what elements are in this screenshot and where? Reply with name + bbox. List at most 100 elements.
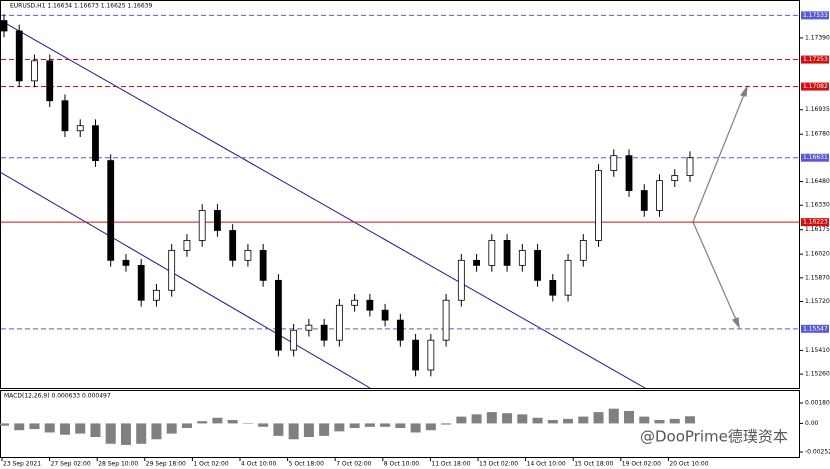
candle-body — [671, 175, 679, 182]
macd-bar — [166, 423, 177, 434]
candle-body — [534, 249, 541, 281]
candle-body — [229, 230, 237, 261]
level-label: 1.17253 — [803, 56, 828, 63]
candle-body — [92, 125, 99, 161]
candle-body — [15, 30, 23, 82]
candle-body — [381, 309, 389, 321]
arrow-up — [692, 91, 746, 223]
candle-body — [640, 190, 648, 211]
level-label: 1.16223 — [803, 219, 828, 226]
macd-bar — [14, 423, 25, 431]
candle-body — [396, 319, 404, 341]
x-tick-label: 14 Oct 10:00 — [527, 461, 566, 468]
candle-body — [457, 259, 465, 301]
candle-body — [351, 299, 359, 306]
macd-bar — [227, 420, 238, 424]
macd-bar — [349, 423, 360, 428]
candle-body — [320, 324, 328, 341]
chart-title: EURUSD,H1 1.16634 1.16673 1.16625 1.1663… — [10, 3, 152, 10]
candle-body — [686, 157, 694, 176]
macd-tick-label: 0.00 — [805, 420, 819, 427]
macd-bar — [364, 423, 375, 427]
x-tick-label: 7 Oct 02:00 — [336, 461, 371, 468]
macd-bar — [242, 423, 253, 424]
candle-body — [153, 289, 160, 301]
candle-body — [335, 304, 343, 341]
macd-bar — [44, 423, 55, 433]
macd-title: MACD(12,26,9) 0.000633 0.000497 — [4, 393, 111, 400]
level-box — [801, 11, 829, 20]
y-tick-label: 1.15870 — [805, 274, 830, 281]
macd-bar — [456, 416, 467, 424]
arrow-head — [739, 84, 748, 97]
x-tick-label: 11 Oct 18:00 — [431, 461, 470, 468]
macd-bar — [578, 416, 589, 424]
macd-bar — [258, 423, 269, 427]
x-tick-label: 28 Sep 10:00 — [98, 461, 138, 468]
watermark: @DooPrime德璞资本 — [640, 428, 788, 446]
macd-bar — [654, 420, 665, 424]
candle-body — [579, 240, 587, 261]
macd-bar — [532, 417, 543, 424]
candle-body — [244, 249, 252, 261]
macd-bar — [288, 423, 299, 440]
macd-bar — [624, 410, 635, 424]
y-tick-label: 1.17390 — [805, 34, 830, 41]
x-tick-label: 8 Oct 10:00 — [384, 461, 419, 468]
y-tick-label: 1.16935 — [805, 106, 830, 113]
candle-body — [412, 339, 420, 371]
channel — [0, 19, 646, 389]
candle-body — [488, 240, 496, 266]
candle-body — [274, 279, 282, 351]
macd-bar — [0, 423, 9, 426]
channel-line — [0, 171, 371, 389]
level-box — [801, 324, 829, 333]
candle-body — [564, 259, 572, 296]
candle-body — [76, 125, 84, 132]
macd-bar — [136, 423, 147, 444]
candle-body — [0, 20, 8, 32]
macd-bar — [105, 423, 116, 444]
macd-tick-label: -0.002524 — [805, 449, 830, 456]
level-box — [801, 153, 829, 162]
macd-bar — [639, 416, 650, 424]
macd-bar — [334, 423, 345, 432]
macd-tick-label: 0.001803 — [805, 400, 830, 407]
y-tick-label: 1.16480 — [805, 178, 830, 185]
y-tick-label: 1.16330 — [805, 202, 830, 209]
macd-bar — [685, 416, 695, 424]
level-label: 1.17533 — [803, 12, 828, 19]
macd-bar — [212, 417, 223, 424]
macd-bar — [181, 423, 192, 428]
x-tick-label: 20 Oct 10:00 — [669, 461, 708, 468]
macd-bar — [502, 413, 513, 424]
macd-bar — [563, 418, 574, 424]
level-label: 1.16631 — [803, 154, 828, 161]
y-tick-label: 1.16175 — [805, 226, 830, 233]
macd-bar — [197, 421, 208, 424]
candle-body — [610, 155, 618, 171]
y-tick-label: 1.16780 — [805, 131, 830, 138]
candle-body — [305, 324, 313, 331]
level-label: 1.17082 — [803, 83, 828, 90]
projection — [692, 84, 748, 329]
candle-body — [473, 259, 480, 266]
x-tick-label: 23 Sep 2021 — [3, 461, 41, 468]
candle-body — [183, 240, 191, 251]
y-tick-label: 1.15260 — [805, 371, 830, 378]
candle-body — [198, 210, 206, 241]
candle-body — [61, 100, 69, 132]
y-tick-label: 1.15720 — [805, 298, 830, 305]
macd-bar — [517, 414, 528, 424]
candle-body — [427, 339, 435, 371]
candle-body — [122, 259, 130, 266]
macd-bar — [547, 420, 558, 424]
y-tick-label: 1.15410 — [805, 347, 830, 354]
macd-bar — [380, 423, 391, 427]
candle-body — [366, 299, 374, 311]
x-tick-label: 27 Sep 02:00 — [51, 461, 91, 468]
macd-bar — [425, 423, 436, 431]
macd-bar — [303, 423, 314, 438]
x-tick-label: 1 Oct 02:00 — [193, 461, 228, 468]
